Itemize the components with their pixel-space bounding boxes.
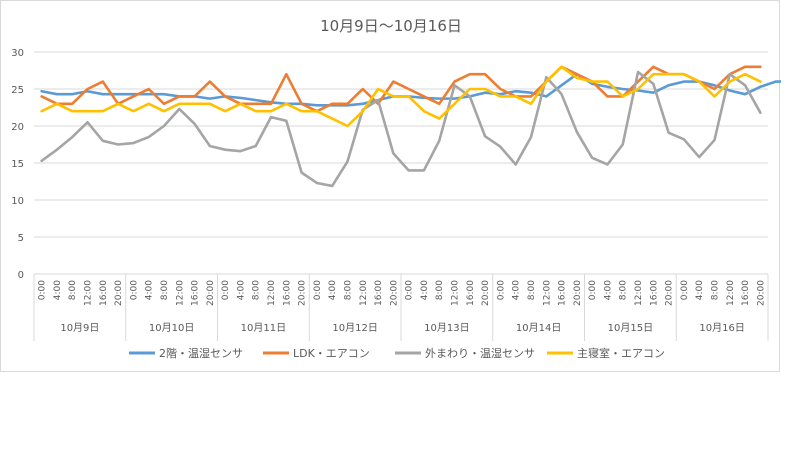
x-group-label: 10月15日 (608, 322, 653, 334)
x-tick-label: 12:00 (84, 280, 94, 306)
y-tick-label: 30 (11, 48, 24, 59)
series-line-3 (40, 65, 762, 128)
x-tick-label: 12:00 (726, 280, 736, 306)
series-lines (40, 65, 781, 188)
x-group-label: 10月11日 (241, 322, 286, 334)
x-tick-label: 16:00 (374, 280, 384, 306)
line-chart: 10月9日～10月16日 0 5 10 15 20 25 30 0:00 4:00 8:00 12… (11, 17, 781, 360)
x-tick-label: 20:00 (114, 280, 124, 306)
x-tick-label: 0:00 (588, 280, 598, 300)
x-tick-label: 0:00 (680, 280, 690, 300)
x-tick-label: 12:00 (359, 280, 369, 306)
x-tick-label: 0:00 (496, 280, 506, 300)
x-tick-label: 8:00 (619, 280, 629, 300)
series-line-1 (40, 65, 762, 113)
x-tick-label: 12:00 (451, 280, 461, 306)
x-tick-label: 16:00 (99, 280, 109, 306)
y-axis-ticks: 0 5 10 15 20 25 30 (11, 48, 24, 281)
x-group-label: 10月10日 (149, 322, 194, 334)
legend: 2階・温湿センサ LDK・エアコン 外まわり・温湿センサ 主寝室・エアコン (129, 346, 665, 360)
legend-label: 主寝室・エアコン (577, 346, 665, 360)
x-tick-label: 16:00 (741, 280, 751, 306)
x-group-label: 10月12日 (332, 322, 377, 334)
x-tick-label: 12:00 (542, 280, 552, 306)
chart-title: 10月9日～10月16日 (320, 17, 462, 35)
x-tick-label: 8:00 (68, 280, 78, 300)
series-line-2 (40, 70, 762, 188)
x-tick-label: 0:00 (221, 280, 231, 300)
legend-label: 外まわり・温湿センサ (425, 347, 535, 360)
x-tick-label: 4:00 (512, 280, 522, 300)
x-tick-label: 20:00 (756, 280, 766, 306)
x-tick-label: 8:00 (435, 280, 445, 300)
x-tick-label: 8:00 (252, 280, 262, 300)
x-tick-label: 16:00 (558, 280, 568, 306)
x-axis: 0:00 4:00 8:00 12:00 16:00 20:00 0:00 4:00 8:00 1… (33, 273, 769, 341)
series-line-0 (40, 72, 781, 107)
x-group-label: 10月13日 (424, 322, 469, 334)
x-tick-label: 8:00 (160, 280, 170, 300)
x-tick-label: 20:00 (481, 280, 491, 306)
x-tick-label: 0:00 (313, 280, 323, 300)
x-tick-label: 4:00 (53, 280, 63, 300)
x-tick-label: 16:00 (191, 280, 201, 306)
x-tick-label: 20:00 (389, 280, 399, 306)
chart-frame: 10月9日～10月16日 0 5 10 15 20 25 30 0:00 4:00 8:00 12… (0, 0, 781, 372)
x-tick-label: 4:00 (236, 280, 246, 300)
x-tick-label: 8:00 (710, 280, 720, 300)
x-tick-label: 20:00 (206, 280, 216, 306)
y-tick-label: 10 (11, 196, 24, 207)
x-tick-label: 16:00 (466, 280, 476, 306)
x-tick-label: 12:00 (175, 280, 185, 306)
x-tick-label: 0:00 (38, 280, 48, 300)
legend-label: LDK・エアコン (293, 347, 370, 360)
x-tick-label: 20:00 (298, 280, 308, 306)
legend-label: 2階・温湿センサ (159, 346, 243, 360)
x-tick-label: 16:00 (282, 280, 292, 306)
x-tick-label: 20:00 (665, 280, 675, 306)
x-tick-label: 4:00 (603, 280, 613, 300)
x-tick-label: 20:00 (573, 280, 583, 306)
x-group-label: 10月9日 (60, 322, 99, 334)
x-group-label: 10月14日 (516, 322, 561, 334)
y-tick-label: 15 (11, 159, 24, 170)
x-tick-label: 4:00 (328, 280, 338, 300)
x-tick-label: 4:00 (145, 280, 155, 300)
x-tick-label: 16:00 (649, 280, 659, 306)
y-tick-label: 5 (18, 233, 24, 244)
x-tick-label: 12:00 (267, 280, 277, 306)
gridlines (34, 51, 768, 275)
y-tick-label: 25 (11, 85, 24, 96)
x-tick-label: 8:00 (527, 280, 537, 300)
x-tick-label: 0:00 (129, 280, 139, 300)
x-tick-label: 8:00 (343, 280, 353, 300)
x-group-label: 10月16日 (699, 322, 744, 334)
x-tick-label: 4:00 (695, 280, 705, 300)
y-tick-label: 0 (18, 270, 24, 281)
x-tick-label: 12:00 (634, 280, 644, 306)
y-tick-label: 20 (11, 122, 24, 133)
x-tick-label: 0:00 (405, 280, 415, 300)
x-tick-label: 4:00 (420, 280, 430, 300)
